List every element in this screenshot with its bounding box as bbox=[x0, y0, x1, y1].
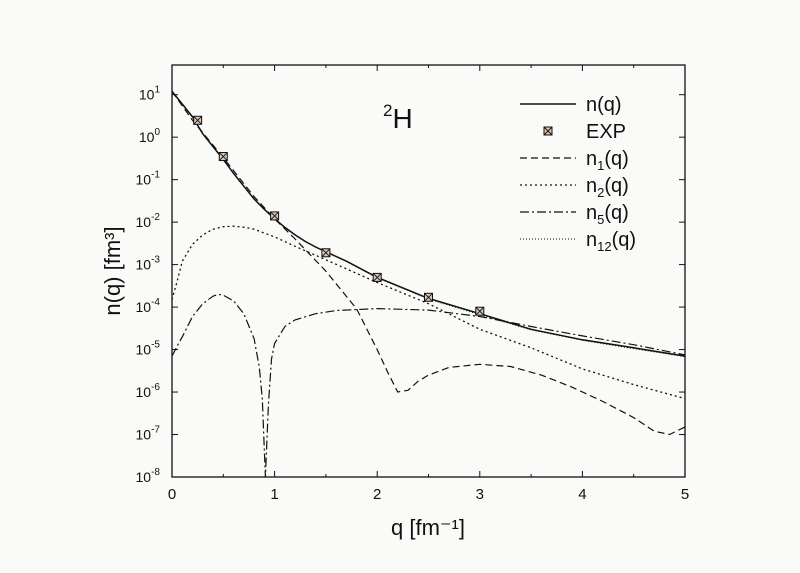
legend-label: n2(q) bbox=[586, 175, 629, 200]
y-tick-label: 10-3 bbox=[136, 255, 161, 273]
y-tick-label: 10-2 bbox=[136, 212, 161, 230]
x-axis-label: q [fm⁻¹] bbox=[391, 515, 465, 540]
y-tick-label: 10-1 bbox=[136, 170, 161, 188]
legend-item: n(q) bbox=[520, 94, 622, 116]
x-tick-label: 4 bbox=[578, 486, 586, 503]
y-tick-label: 10-4 bbox=[136, 297, 161, 315]
exp-marker bbox=[270, 211, 280, 221]
y-axis-ticks: 101 100 10-1 10-2 10-3 10-4 10-5 10-6 10-7 10-8 bbox=[136, 85, 685, 485]
exp-marker bbox=[372, 272, 382, 282]
y-tick-label: 10-7 bbox=[136, 425, 161, 443]
legend-item: n1(q) bbox=[520, 148, 629, 173]
y-tick-label: 10-5 bbox=[136, 340, 161, 358]
legend-marker bbox=[543, 126, 553, 136]
y-tick-label: 101 bbox=[139, 85, 161, 103]
x-tick-label: 5 bbox=[681, 486, 689, 503]
series-line-5 bbox=[172, 293, 685, 477]
exp-markers bbox=[193, 115, 485, 316]
x-tick-label: 0 bbox=[168, 486, 176, 503]
legend-label: n12(q) bbox=[586, 229, 636, 254]
exp-marker bbox=[475, 306, 485, 316]
y-axis-label: n(q) [fm³] bbox=[100, 226, 125, 315]
legend-label: EXP bbox=[586, 121, 626, 143]
y-tick-label: 10-8 bbox=[136, 467, 161, 485]
exp-marker bbox=[193, 115, 203, 125]
exp-marker bbox=[321, 248, 331, 258]
legend-item: n2(q) bbox=[520, 175, 629, 200]
y-tick-label: 10-6 bbox=[136, 382, 161, 400]
series-line-4 bbox=[172, 225, 685, 400]
legend-label: n(q) bbox=[586, 94, 622, 116]
legend-label: n5(q) bbox=[586, 202, 629, 227]
y-tick-label: 100 bbox=[139, 127, 161, 145]
legend-item: n12(q) bbox=[520, 229, 636, 254]
legend-item: EXP bbox=[543, 121, 626, 143]
exp-marker bbox=[424, 292, 433, 302]
legend-label: n1(q) bbox=[586, 148, 629, 173]
x-tick-label: 2 bbox=[373, 486, 381, 503]
x-tick-label: 1 bbox=[270, 486, 278, 503]
legend-item: n5(q) bbox=[520, 202, 629, 227]
legend: n(q) EXP n1(q)n2(q)n5(q)n12(q) bbox=[520, 94, 636, 254]
series-line-6 bbox=[172, 90, 685, 358]
nucleus-annotation: 2H bbox=[383, 101, 413, 134]
x-tick-label: 3 bbox=[476, 486, 484, 503]
x-axis-ticks: 0 1 2 3 4 5 bbox=[168, 65, 689, 503]
exp-marker bbox=[218, 152, 228, 162]
